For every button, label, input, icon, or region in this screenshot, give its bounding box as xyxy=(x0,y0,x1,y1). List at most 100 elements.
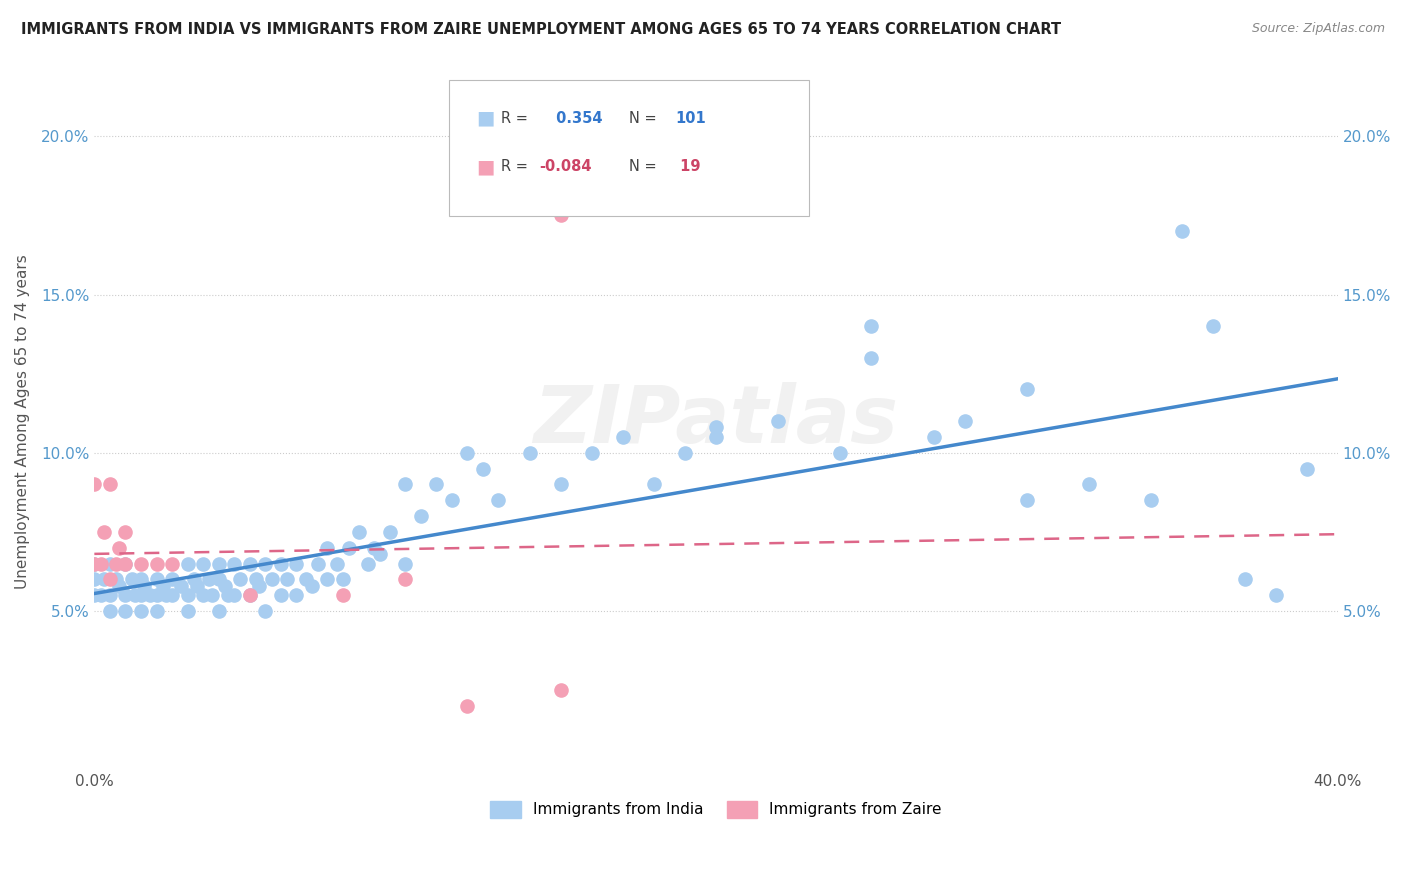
Text: ZIPatlas: ZIPatlas xyxy=(533,382,898,460)
Point xyxy=(378,524,401,539)
Text: ■: ■ xyxy=(477,109,495,128)
Point xyxy=(98,588,121,602)
Point xyxy=(254,604,277,618)
Point xyxy=(160,557,183,571)
Point xyxy=(186,579,208,593)
Point xyxy=(229,573,252,587)
Point xyxy=(208,573,231,587)
Point xyxy=(217,588,239,602)
Point xyxy=(90,557,112,571)
Point xyxy=(1015,493,1038,508)
Point xyxy=(254,557,277,571)
Point xyxy=(139,588,162,602)
Point xyxy=(270,588,292,602)
Point xyxy=(114,557,136,571)
Text: 19: 19 xyxy=(675,160,700,175)
Point xyxy=(98,557,121,571)
Point xyxy=(550,683,572,698)
Point xyxy=(285,557,308,571)
Point xyxy=(643,477,665,491)
Point xyxy=(307,557,329,571)
Point xyxy=(83,557,105,571)
Point xyxy=(129,573,152,587)
Point xyxy=(129,604,152,618)
Point xyxy=(337,541,360,555)
Point xyxy=(214,579,236,593)
Point xyxy=(1015,383,1038,397)
Point xyxy=(1202,319,1225,334)
Point xyxy=(860,351,883,365)
Point xyxy=(456,446,478,460)
Point xyxy=(326,557,349,571)
Point xyxy=(922,430,945,444)
Point xyxy=(394,477,416,491)
Point xyxy=(830,446,852,460)
Text: ■: ■ xyxy=(477,158,495,177)
Point xyxy=(98,573,121,587)
Point xyxy=(550,477,572,491)
Point xyxy=(224,557,246,571)
Point xyxy=(332,588,354,602)
Point xyxy=(471,461,494,475)
Point xyxy=(456,698,478,713)
Point xyxy=(108,579,131,593)
Point xyxy=(152,579,174,593)
Point xyxy=(160,573,183,587)
Point xyxy=(93,524,115,539)
Point xyxy=(370,547,392,561)
Point xyxy=(129,557,152,571)
Point xyxy=(98,604,121,618)
Point xyxy=(316,541,339,555)
Point xyxy=(394,573,416,587)
Point xyxy=(260,573,283,587)
Text: 101: 101 xyxy=(675,111,706,126)
Point xyxy=(519,446,541,460)
Point xyxy=(239,588,262,602)
Text: Source: ZipAtlas.com: Source: ZipAtlas.com xyxy=(1251,22,1385,36)
Point xyxy=(245,573,267,587)
Point xyxy=(301,579,323,593)
Point xyxy=(357,557,380,571)
Point xyxy=(208,557,231,571)
Point xyxy=(155,588,177,602)
Point xyxy=(409,509,432,524)
Point xyxy=(1233,573,1256,587)
Text: -0.084: -0.084 xyxy=(540,160,592,175)
Point xyxy=(1295,461,1317,475)
Point xyxy=(160,588,183,602)
Point xyxy=(124,588,146,602)
Text: 0.354: 0.354 xyxy=(551,111,602,126)
FancyBboxPatch shape xyxy=(449,80,810,216)
Point xyxy=(145,604,167,618)
Point xyxy=(176,604,198,618)
Point xyxy=(183,573,205,587)
Point xyxy=(704,420,727,434)
Point xyxy=(201,588,224,602)
Point xyxy=(176,588,198,602)
Point xyxy=(1171,224,1194,238)
Point xyxy=(673,446,696,460)
Point xyxy=(121,573,143,587)
Text: IMMIGRANTS FROM INDIA VS IMMIGRANTS FROM ZAIRE UNEMPLOYMENT AMONG AGES 65 TO 74 : IMMIGRANTS FROM INDIA VS IMMIGRANTS FROM… xyxy=(21,22,1062,37)
Point xyxy=(98,477,121,491)
Point xyxy=(114,524,136,539)
Point xyxy=(114,604,136,618)
Point xyxy=(394,557,416,571)
Point xyxy=(224,588,246,602)
Point xyxy=(1140,493,1163,508)
Point xyxy=(316,573,339,587)
Point xyxy=(105,573,128,587)
Point xyxy=(208,604,231,618)
Point xyxy=(953,414,976,428)
Point xyxy=(145,557,167,571)
Y-axis label: Unemployment Among Ages 65 to 74 years: Unemployment Among Ages 65 to 74 years xyxy=(15,253,30,589)
Point xyxy=(332,573,354,587)
Point xyxy=(114,588,136,602)
Point xyxy=(270,557,292,571)
Point xyxy=(239,588,262,602)
Point xyxy=(129,588,152,602)
Point xyxy=(198,573,221,587)
Point xyxy=(612,430,634,444)
Point xyxy=(550,208,572,222)
Text: N =: N = xyxy=(628,160,661,175)
